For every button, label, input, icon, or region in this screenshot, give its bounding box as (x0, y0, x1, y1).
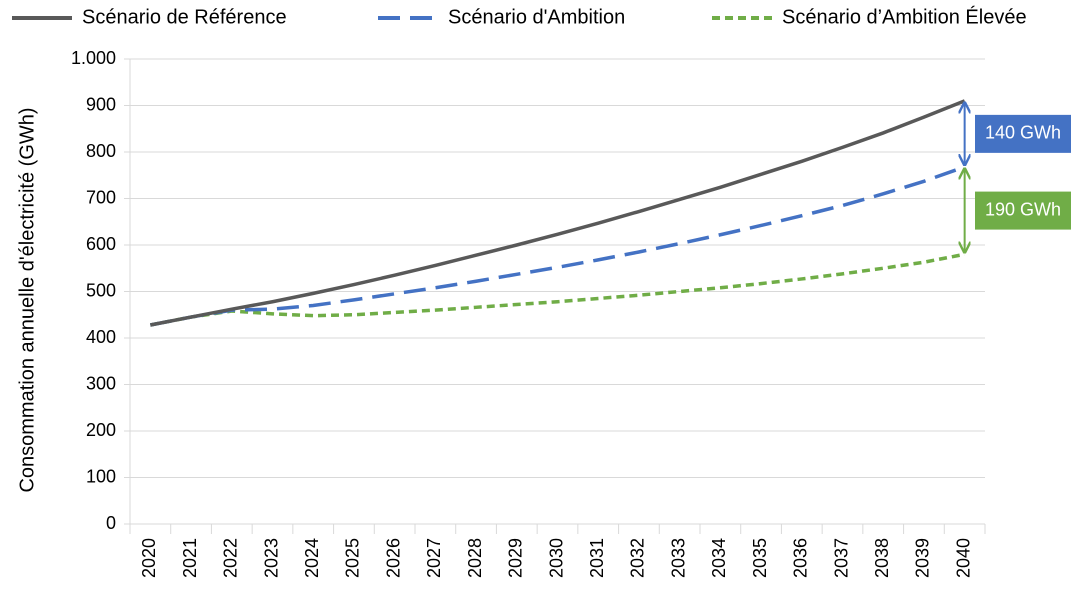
series-line (150, 252, 965, 327)
x-tick-label: 2040 (953, 538, 973, 578)
x-tick-label: 2027 (424, 538, 444, 578)
x-tick-label: 2036 (791, 538, 811, 578)
x-tick-label: 2038 (872, 538, 892, 578)
x-tick-label: 2029 (506, 538, 526, 578)
y-tick-label: 600 (86, 234, 116, 254)
y-tick-label: 400 (86, 327, 116, 347)
annotation-box (975, 191, 1071, 230)
x-tick-label: 2021 (180, 538, 200, 578)
x-tick-label: 2025 (343, 538, 363, 578)
y-tick-label: 700 (86, 187, 116, 207)
series-line (150, 99, 966, 327)
series-line (150, 165, 966, 327)
x-tick-label: 2026 (383, 538, 403, 578)
x-tick-label: 2022 (221, 538, 241, 578)
legend-label: Scénario d’Ambition Élevée (782, 5, 1027, 28)
x-tick-label: 2028 (465, 538, 485, 578)
y-tick-label: 500 (86, 280, 116, 300)
y-tick-label: 300 (86, 373, 116, 393)
y-tick-label: 0 (106, 513, 116, 533)
x-tick-label: 2020 (139, 538, 159, 578)
y-tick-label: 200 (86, 420, 116, 440)
x-tick-label: 2024 (302, 538, 322, 578)
x-tick-label: 2030 (546, 538, 566, 578)
y-tick-label: 800 (86, 141, 116, 161)
x-tick-label: 2035 (750, 538, 770, 578)
y-tick-label: 900 (86, 94, 116, 114)
x-tick-label: 2023 (261, 538, 281, 578)
y-tick-label: 100 (86, 466, 116, 486)
annotation-label: 140 GWh (985, 123, 1061, 143)
legend-label: Scénario d'Ambition (448, 6, 625, 28)
y-axis-label: Consommation annuelle d'électricité (GWh… (16, 107, 38, 492)
x-tick-label: 2037 (831, 538, 851, 578)
annotation-label: 190 GWh (985, 199, 1061, 219)
x-tick-label: 2031 (587, 538, 607, 578)
x-tick-label: 2034 (709, 538, 729, 578)
x-tick-label: 2033 (668, 538, 688, 578)
legend-label: Scénario de Référence (82, 6, 287, 28)
y-tick-label: 1.000 (71, 48, 116, 68)
annotation-box (975, 114, 1071, 153)
x-tick-label: 2039 (913, 538, 933, 578)
x-tick-label: 2032 (628, 538, 648, 578)
